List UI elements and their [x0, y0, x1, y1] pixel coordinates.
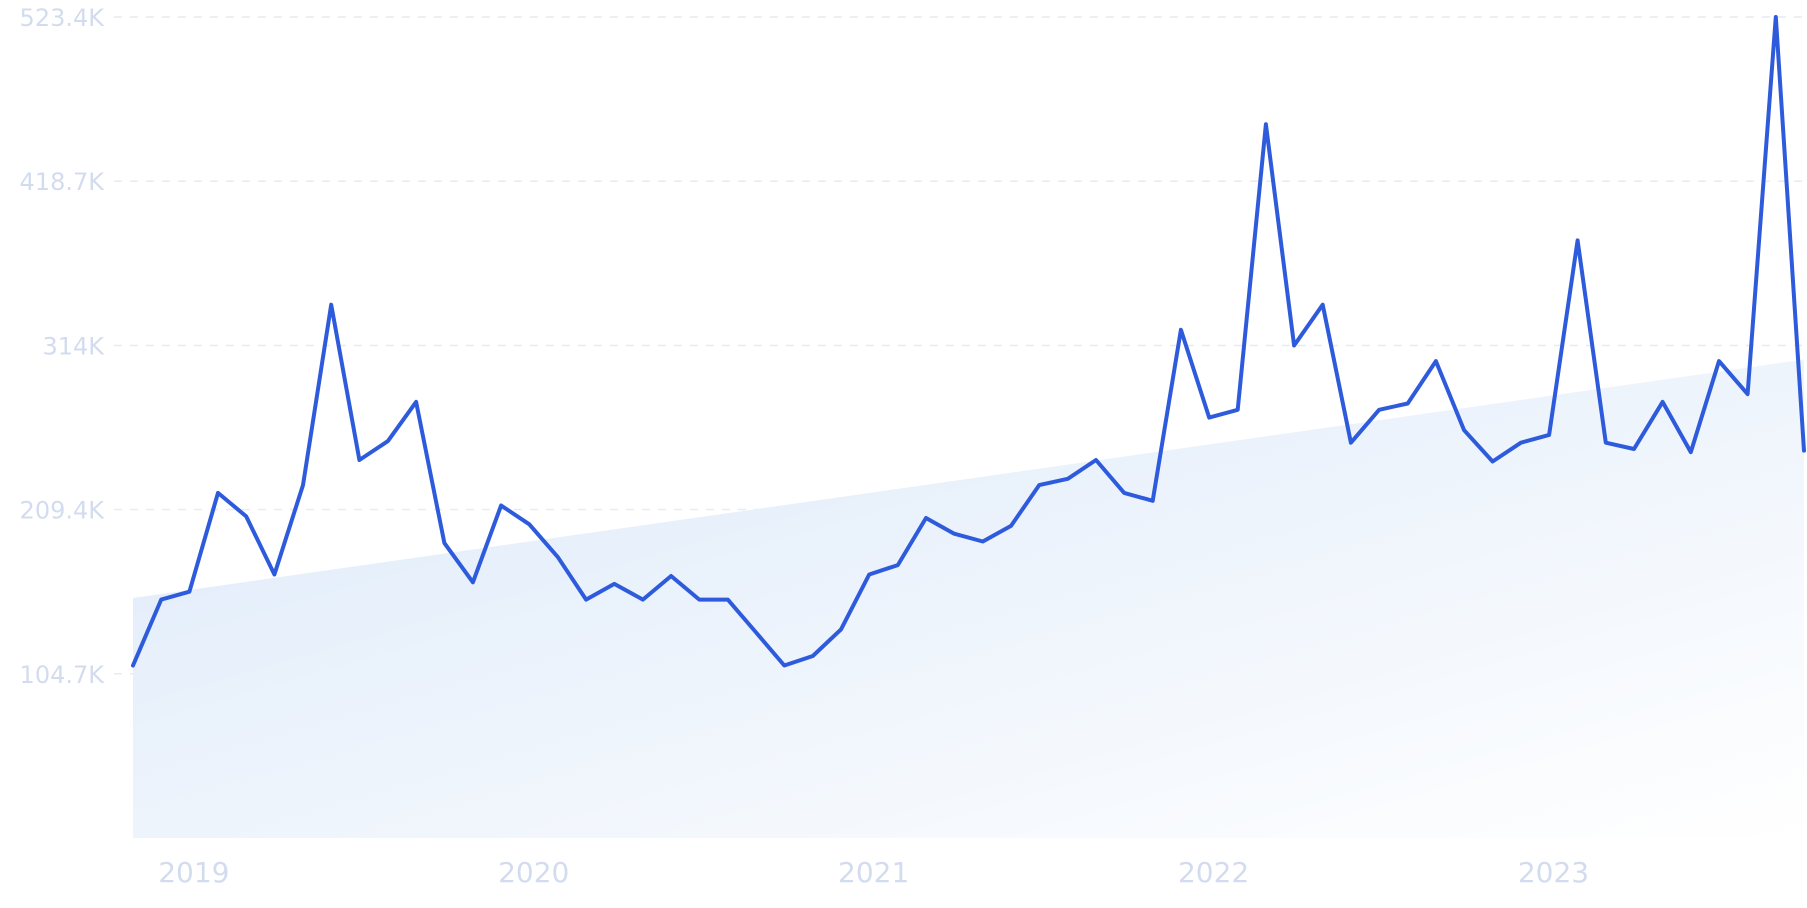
x-tick-label: 2020: [498, 856, 569, 889]
series-line-0: [131, 15, 1806, 668]
x-axis: 2019 2020 2021 2022 2023: [158, 856, 1589, 889]
y-tick-label: 209.4K: [20, 497, 106, 525]
y-tick-label: 523.4K: [20, 4, 106, 32]
trend-fill: [133, 359, 1804, 838]
x-tick-label: 2022: [1178, 856, 1249, 889]
trend-area: [133, 359, 1804, 838]
y-tick-label: 418.7K: [20, 168, 106, 196]
series-layer: [131, 15, 1806, 668]
y-axis: 104.7K 209.4K 314K 418.7K 523.4K: [20, 4, 106, 689]
x-tick-label: 2023: [1518, 856, 1589, 889]
x-tick-label: 2019: [158, 856, 229, 889]
x-tick-label: 2021: [838, 856, 909, 889]
y-tick-label: 104.7K: [20, 661, 106, 689]
y-tick-label: 314K: [42, 332, 105, 360]
